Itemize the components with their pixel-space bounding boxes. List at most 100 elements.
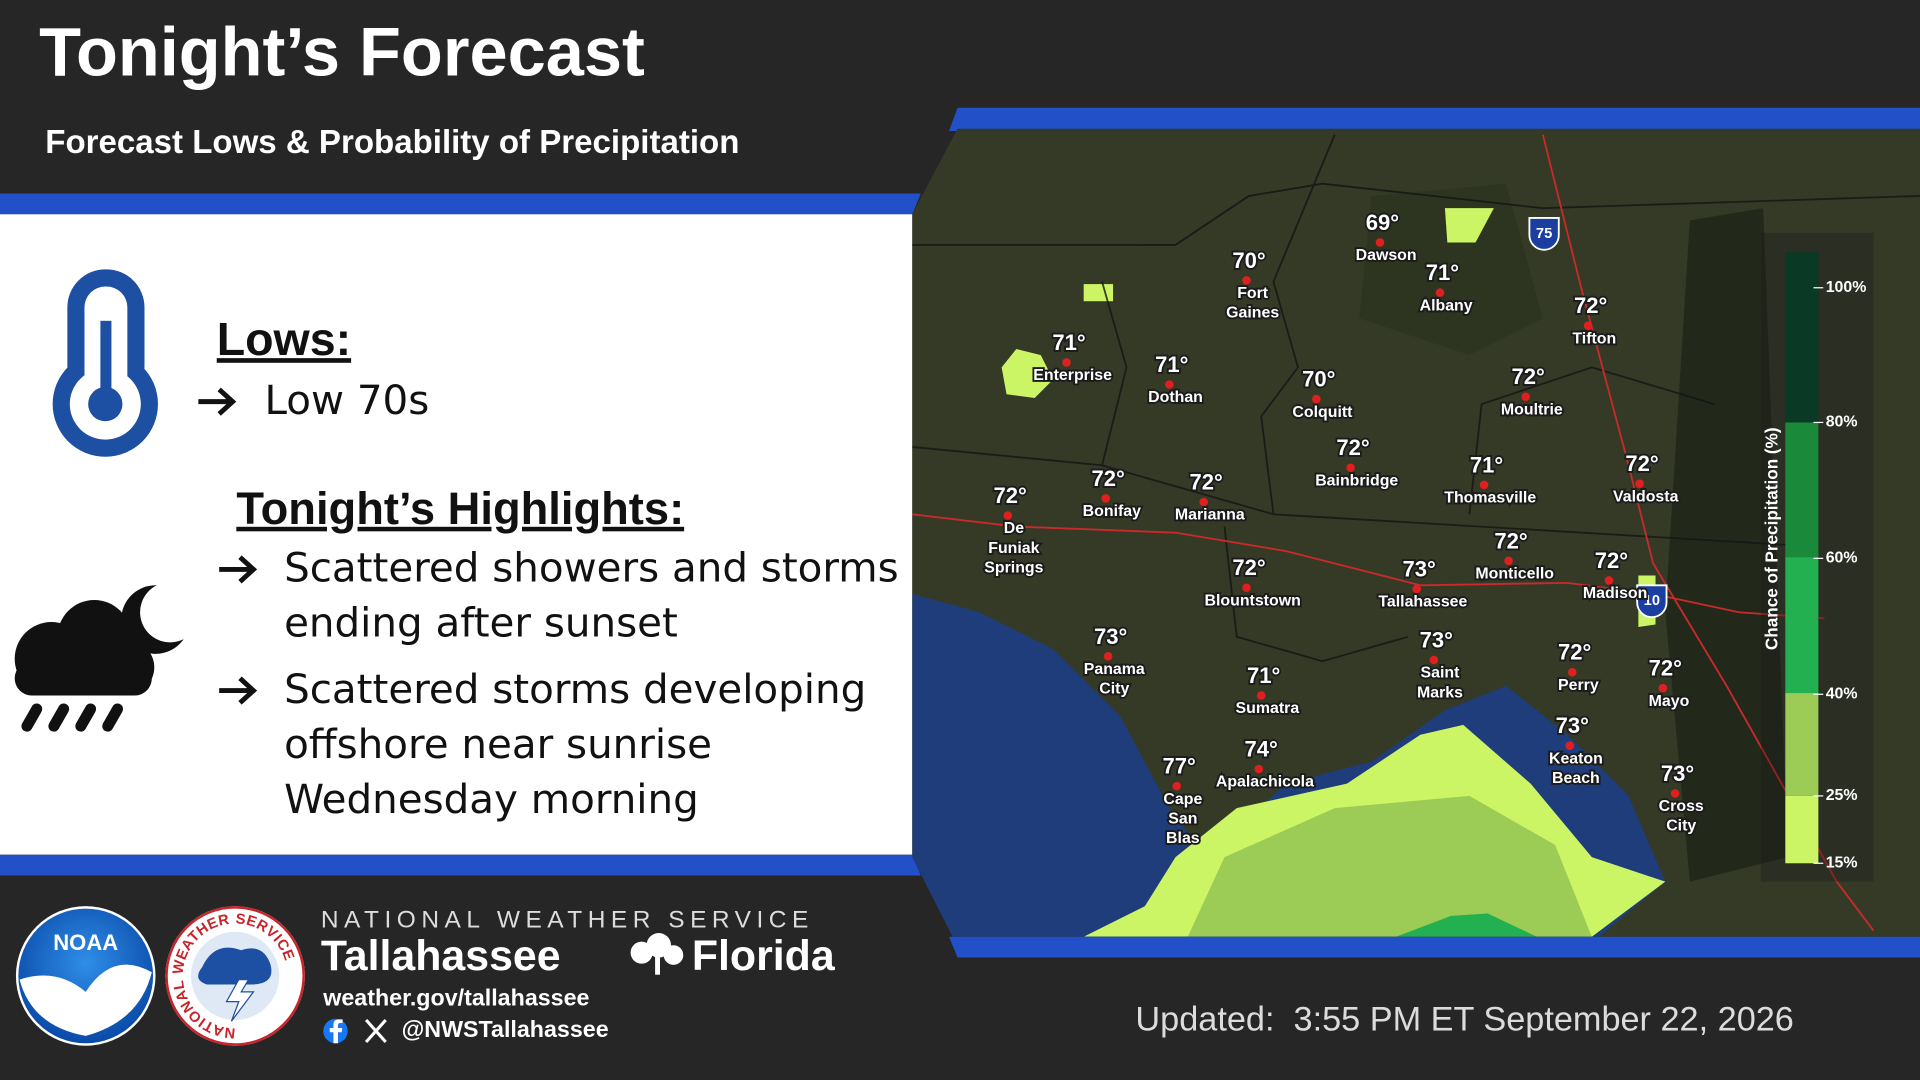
city-name: Perry [1558,677,1599,694]
lows-item: Low 70s [264,376,429,424]
city-name: San [1168,810,1197,827]
city-name: Bonifay [1083,503,1141,520]
city-temp: 72° [1625,451,1658,476]
city-name: Funiak [988,540,1039,557]
legend-label: 100% [1826,279,1867,296]
city-temp: 72° [1494,528,1527,553]
city-name: Moultrie [1501,401,1563,418]
city-temp: 72° [1595,548,1628,573]
city-name: Monticello [1475,565,1554,582]
city-name: Dawson [1356,247,1417,264]
tree-icon [630,933,684,975]
city-name: Blountstown [1204,592,1300,609]
legend-label: 25% [1826,787,1858,804]
city-temp: 72° [994,483,1027,508]
city-name: Cross [1659,798,1704,815]
city-dot [1256,691,1266,700]
shield-icon: 75 10 [1528,217,1668,618]
city-temp: 71° [1247,663,1280,688]
city-temp: 71° [1052,330,1085,355]
city-name: City [1666,818,1696,835]
city-name: Madison [1583,585,1648,602]
city-name: Blas [1166,830,1200,847]
cloud-moon-icon [14,585,184,732]
city-labels: 69° Dawson 70° Fort Gaines 71° Albany 72° Tifton… [982,208,1705,849]
city-temp: 71° [1155,352,1188,377]
arrow-icon [198,387,237,416]
updated-time: Updated: 3:55 PM ET September 22, 2026 [1135,1000,1793,1038]
lows-heading: Lows: [217,313,351,365]
highlight-line: ending after sunset [284,599,678,647]
city-name: Dothan [1148,389,1203,406]
city-temp: 72° [1336,435,1369,460]
city-temp: 72° [1649,656,1682,681]
city-temp: 73° [1556,713,1589,738]
legend: 100% 80% 60% 40% 25% 15% Chance of Precipitat… [1760,232,1874,882]
city-name: Mayo [1649,693,1690,710]
noaa-logo-text: NOAA [53,930,118,955]
city-dot [1670,789,1680,798]
legend-title: Chance of Precipitation (%) [1762,427,1782,650]
city-temp: 72° [1232,555,1265,580]
city-name: Cape [1163,791,1202,808]
city-dot [1165,380,1174,389]
social-icons [323,1018,387,1044]
highlight-line: Scattered storms developing [284,665,866,713]
city-temp: 72° [1558,640,1591,665]
city-dot [1242,583,1251,593]
city-name: Colquitt [1292,404,1353,421]
city-dot [1062,358,1071,367]
city-name: De [1004,520,1024,537]
city-temp: 73° [1661,761,1694,786]
city-name: Enterprise [1033,367,1112,384]
city-dot [1565,741,1575,750]
city-dot [1567,667,1577,677]
city-name: Tifton [1572,330,1616,347]
city-name: Apalachicola [1216,774,1314,791]
city-temp: 70° [1232,248,1265,273]
city-name: Springs [984,559,1043,576]
city-dot [1521,392,1530,402]
city-dot [1254,764,1264,774]
city-name: City [1099,681,1129,698]
city-dot [1172,781,1182,791]
city-name: Panama [1084,661,1145,678]
city-temp: 72° [1511,364,1544,389]
city-dot [1479,480,1489,490]
city-temp: 71° [1470,452,1503,477]
city-name: Sumatra [1236,700,1300,717]
state-name: Florida [692,932,836,980]
city-dot [1375,238,1385,247]
city-name: Saint [1421,665,1461,682]
arrow-icon [219,555,258,584]
social-handle: @NWSTallahassee [402,1016,609,1042]
city-dot [1429,655,1439,665]
city-name: Valdosta [1613,488,1679,505]
highlight-line: Wednesday morning [284,775,699,823]
city-name: Thomasville [1444,490,1536,507]
city-temp: 72° [1574,293,1607,318]
noaa-logo: NOAA [15,906,156,1046]
city-name: Marianna [1175,507,1245,524]
city-temp: 73° [1094,624,1127,649]
thermometer-icon [52,269,158,457]
city-temp: 70° [1302,367,1335,392]
city-name: Beach [1552,770,1600,787]
legend-label: 15% [1826,854,1858,871]
city-dot [1101,494,1110,503]
stripe [948,107,1920,132]
stripe [0,193,921,215]
city-dot [1635,479,1644,488]
city-name: Tallahassee [1378,594,1467,611]
city-dot [1412,584,1422,594]
agency-name: NATIONAL WEATHER SERVICE [321,906,814,933]
city-dot [1504,556,1513,566]
city-temp: 73° [1420,627,1453,652]
legend-label: 80% [1826,414,1858,431]
city-name: Marks [1417,684,1463,701]
map: 75 10 69° Dawson 70° Fort Gaines 71° Albany 72°… [912,128,1920,937]
shield-label: 75 [1536,226,1552,242]
city-dot [1658,683,1668,693]
city-name: Gaines [1226,305,1279,322]
